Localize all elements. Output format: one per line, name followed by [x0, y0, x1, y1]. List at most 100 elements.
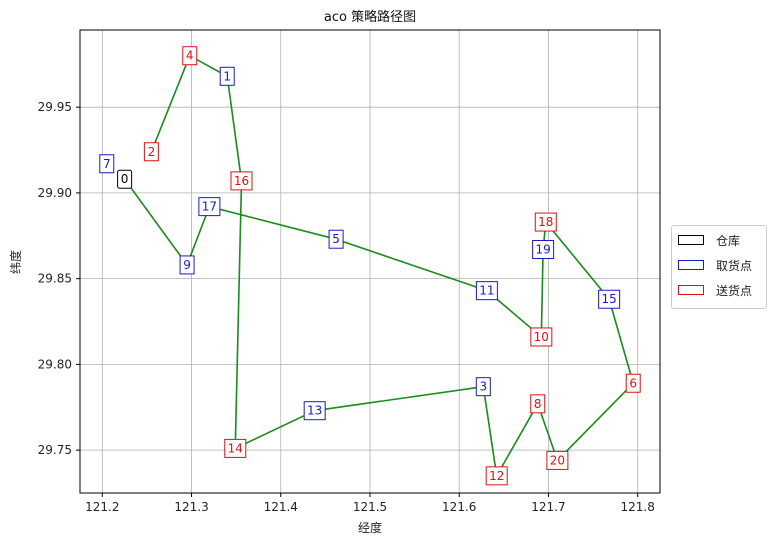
x-axis-label: 经度 [358, 520, 382, 535]
node-box [179, 255, 195, 275]
route-segment [150, 55, 191, 153]
node-label: 20 [550, 453, 565, 467]
node-pickup: 11 [475, 281, 498, 301]
node-label: 14 [228, 441, 243, 455]
y-tick-label: 29.95 [38, 100, 72, 114]
node-delivery: 20 [546, 450, 569, 470]
node-box [182, 46, 198, 66]
legend-item-depot: 仓库 [678, 232, 740, 248]
node-box [546, 450, 569, 470]
y-tick-label: 29.85 [38, 272, 72, 286]
node-label: 15 [601, 292, 616, 306]
node-label: 0 [121, 172, 129, 186]
node-label: 2 [148, 145, 156, 159]
node-box [485, 466, 508, 486]
route-segment [335, 238, 488, 292]
node-label: 9 [183, 258, 191, 272]
route-segment [123, 178, 188, 266]
node-label: 18 [538, 215, 553, 229]
node-box [530, 327, 553, 347]
y-tick-label: 29.75 [38, 443, 72, 457]
node-box [99, 154, 115, 174]
route-segment [540, 249, 544, 337]
node-label: 6 [629, 376, 637, 390]
route-segment [608, 299, 634, 384]
legend-label-delivery: 送货点 [716, 283, 753, 298]
node-label: 17 [202, 200, 217, 214]
route-segment [209, 205, 337, 240]
node-pickup: 15 [598, 289, 621, 309]
route-segment [496, 403, 539, 477]
node-pickup: 9 [179, 255, 195, 275]
legend-label-depot: 仓库 [716, 233, 741, 248]
node-pickup: 17 [198, 197, 221, 217]
node-box [328, 229, 344, 249]
node-pickup: 3 [475, 377, 491, 397]
axis-ticks: 121.2 121.3 121.4 121.5 121.6 121.7 121.8 29.75… [38, 100, 655, 514]
node-label: 3 [480, 380, 488, 394]
x-tick-label: 121.6 [442, 500, 476, 514]
node-box [598, 289, 621, 309]
legend-item-pickup: 取货点 [678, 257, 752, 273]
route-segment [314, 385, 484, 412]
x-tick-label: 121.7 [531, 500, 565, 514]
route-segment [234, 409, 316, 450]
node-pickup: 19 [532, 239, 555, 259]
y-tick-label: 29.80 [38, 357, 72, 371]
node-pickup: 1 [219, 66, 235, 86]
node-label: 12 [489, 469, 504, 483]
node-label: 13 [307, 404, 322, 418]
y-axis-label: 纬度 [8, 250, 23, 274]
node-label: 10 [534, 330, 549, 344]
node-delivery: 18 [534, 212, 557, 232]
x-tick-label: 121.8 [621, 500, 655, 514]
node-depot: 0 [117, 169, 133, 189]
node-label: 5 [332, 232, 340, 246]
legend: 仓库 取货点 送货点 [671, 225, 767, 309]
node-label: 7 [103, 157, 111, 171]
node-pickup: 5 [328, 229, 344, 249]
route-segment [545, 221, 610, 300]
node-box [534, 212, 557, 232]
route-segment [556, 382, 634, 461]
node-label: 19 [535, 242, 550, 256]
node-delivery: 14 [224, 438, 247, 458]
node-label: 16 [234, 174, 249, 188]
x-tick-label: 121.5 [353, 500, 387, 514]
node-pickup: 7 [99, 154, 115, 174]
node-box [143, 142, 159, 162]
x-tick-label: 121.3 [174, 500, 208, 514]
route-lines [123, 55, 634, 477]
chart-title: aco 策略路径图 [324, 9, 416, 25]
node-delivery: 12 [485, 466, 508, 486]
node-delivery: 10 [530, 327, 553, 347]
node-box [475, 281, 498, 301]
x-tick-label: 121.4 [264, 500, 298, 514]
node-pickup: 13 [303, 401, 326, 421]
node-delivery: 6 [625, 373, 641, 393]
node-box [198, 197, 221, 217]
node-box [530, 394, 546, 414]
route-segment [482, 386, 498, 476]
node-label: 11 [479, 284, 494, 298]
node-label: 4 [186, 49, 194, 63]
y-tick-label: 29.90 [38, 186, 72, 200]
legend-swatch-depot [678, 235, 704, 245]
node-box [219, 66, 235, 86]
node-label: 1 [223, 69, 231, 83]
x-tick-label: 121.2 [85, 500, 119, 514]
legend-swatch-delivery [678, 285, 704, 295]
legend-item-delivery: 送货点 [678, 282, 752, 298]
node-box [117, 169, 133, 189]
node-label: 8 [534, 397, 542, 411]
node-delivery: 16 [230, 171, 253, 191]
legend-label-pickup: 取货点 [716, 258, 753, 273]
node-delivery: 8 [530, 394, 546, 414]
route-segment [226, 76, 243, 182]
node-box [230, 171, 253, 191]
node-box [532, 239, 555, 259]
route-segment [186, 206, 211, 266]
node-box [224, 438, 247, 458]
